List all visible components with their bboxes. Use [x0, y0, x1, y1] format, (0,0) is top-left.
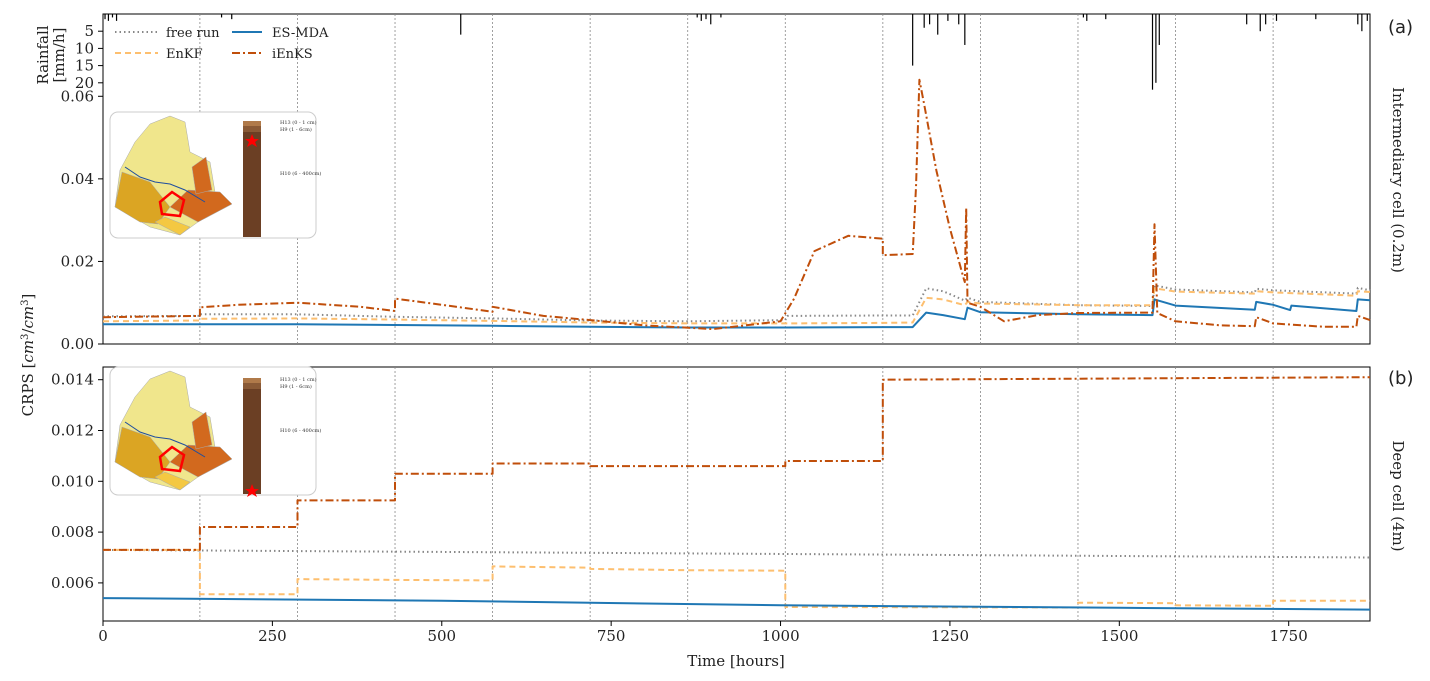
selected-cell-a — [158, 190, 186, 218]
x-tick-label: 750 — [597, 627, 626, 645]
x-tick-label: 500 — [427, 627, 456, 645]
x-tick-label: 250 — [258, 627, 287, 645]
y-tick-label-b: 0.012 — [51, 422, 94, 440]
series-es-mda — [103, 298, 1371, 329]
selected-cell-b — [158, 445, 186, 473]
right-label-a: Intermediary cell (0.2m) — [1389, 87, 1407, 273]
right-label-b: Deep cell (4m) — [1389, 440, 1407, 551]
svg-text:Rainfall: Rainfall — [34, 25, 52, 84]
series-enkf — [103, 548, 1370, 609]
panel-b-frame — [102, 366, 1371, 622]
inset-map-a: H13 (0 - 1 cm) H9 (1 - 6cm) H10 (6 - 400… — [109, 111, 321, 239]
y-tick-label-b: 0.006 — [51, 574, 94, 592]
inset-b-layer-top: H13 (0 - 1 cm) — [280, 376, 317, 383]
x-tick-label: 0 — [98, 627, 108, 645]
y-tick-label-b: 0.014 — [51, 371, 94, 389]
x-tick-label: 1000 — [761, 627, 799, 645]
star-marker-a — [245, 134, 259, 147]
panel-a-series — [102, 78, 1371, 331]
rain-axis-label: Rainfall [mm/h] — [34, 25, 68, 84]
panel-b-vlines — [199, 367, 1274, 621]
y-tick-label-a: 0.00 — [61, 335, 94, 353]
x-tick-label: 1750 — [1270, 627, 1308, 645]
y-tick-label-a: 0.04 — [61, 170, 94, 188]
series-free-run — [102, 548, 1371, 559]
inset-a-layer-mid: H9 (1 - 6cm) — [280, 126, 312, 133]
star-marker-b — [245, 484, 259, 497]
inset-a-layer-bot: H10 (6 - 400cm) — [280, 170, 321, 177]
legend-enkf: EnKF — [166, 47, 203, 62]
inset-a-layer-top: H13 (0 - 1 cm) — [280, 119, 317, 126]
rain-tick-label: 15 — [75, 57, 94, 75]
y-axis-label: CRPS [cm3/cm3] — [19, 294, 37, 417]
inset-map-b: H13 (0 - 1 cm) H9 (1 - 6cm) H10 (6 - 400… — [109, 366, 321, 497]
panel-a-vlines — [199, 14, 1274, 344]
panel-b-series — [102, 376, 1371, 611]
x-tick-label: 1250 — [931, 627, 969, 645]
series-ienks — [102, 78, 1371, 331]
series-es-mda — [102, 597, 1371, 611]
series-ienks — [103, 376, 1371, 551]
inset-b-layer-mid: H9 (1 - 6cm) — [280, 383, 312, 390]
legend-esmda: ES-MDA — [272, 26, 329, 41]
y-tick-label-a: 0.06 — [61, 87, 94, 105]
legend: free run EnKF ES-MDA iEnKS — [115, 26, 329, 62]
rainfall-bars — [104, 14, 1368, 90]
panel-b-tag: (b) — [1388, 368, 1413, 389]
legend-ienks: iEnKS — [272, 47, 313, 62]
rain-tick-label: 10 — [75, 39, 94, 57]
rain-tick-label: 5 — [84, 22, 94, 40]
legend-free-run: free run — [166, 26, 220, 41]
inset-b-layer-bot: H10 (6 - 400cm) — [280, 427, 321, 434]
svg-text:[mm/h]: [mm/h] — [50, 28, 68, 83]
x-axis-label: Time [hours] — [687, 652, 785, 670]
y-tick-label-b: 0.008 — [51, 523, 94, 541]
panel-a-tag: (a) — [1388, 17, 1413, 38]
y-tick-label-b: 0.010 — [51, 472, 94, 490]
rain-tick-label: 20 — [75, 74, 94, 92]
x-tick-label: 1500 — [1100, 627, 1138, 645]
y-tick-label-a: 0.02 — [61, 252, 94, 270]
axis-ticks: 0 250 500 750 1000 1250 1500 1750 0.00 0.02 0.04 0.… — [51, 22, 1308, 645]
